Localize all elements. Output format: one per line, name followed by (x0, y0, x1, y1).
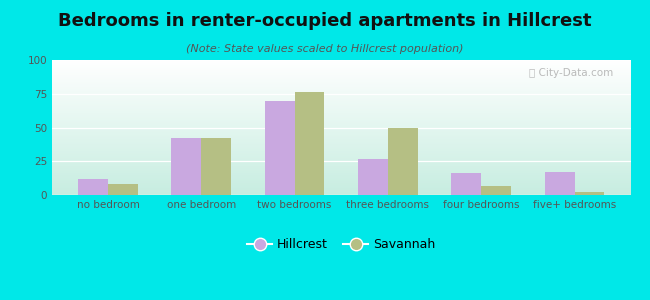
Bar (265, 100, 294, 195)
Bar (78, 179, 108, 195)
Bar (388, 128, 418, 195)
Bar (294, 92, 324, 195)
Bar (545, 172, 575, 195)
Bar (358, 158, 388, 195)
Text: (Note: State values scaled to Hillcrest population): (Note: State values scaled to Hillcrest … (187, 44, 463, 53)
Bar (451, 173, 481, 195)
Bar (172, 138, 202, 195)
Bar (202, 138, 231, 195)
Legend: Hillcrest, Savannah: Hillcrest, Savannah (242, 233, 440, 256)
Bar (108, 184, 138, 195)
Bar (575, 192, 604, 195)
Text: Bedrooms in renter-occupied apartments in Hillcrest: Bedrooms in renter-occupied apartments i… (58, 12, 592, 30)
Bar (481, 185, 511, 195)
Text: ⓘ City-Data.com: ⓘ City-Data.com (529, 68, 613, 78)
